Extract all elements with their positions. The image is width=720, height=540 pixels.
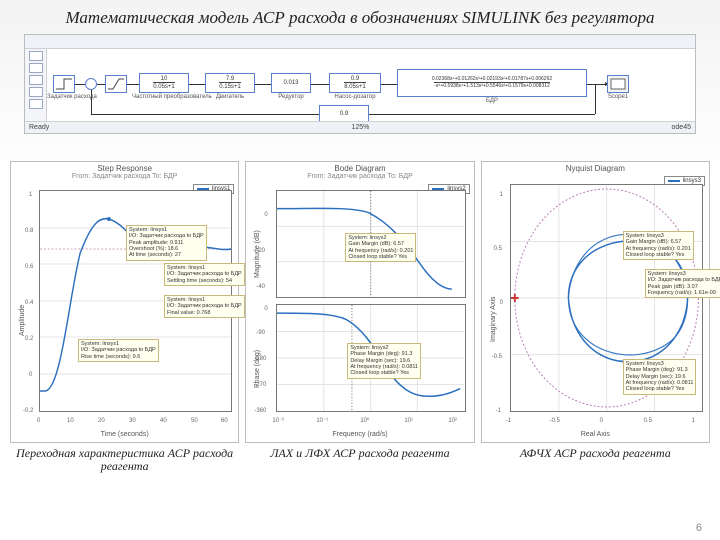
plot-title: Bode Diagram [246,162,473,173]
simulink-palette [25,49,47,121]
tick: 10² [448,418,457,424]
plot-nyquist: Nyquist Diagram linsys3 System: linsys [481,161,710,443]
simulink-status-bar: Ready 125% ode45 [25,121,695,133]
data-tip: System: linsys3 Gain Margin (dB): 6.57 A… [623,231,694,260]
tick: 0.5 [494,246,502,252]
tick: -0.5 [492,354,502,360]
tick: 0 [500,300,503,306]
tick: 10⁻¹ [316,417,328,424]
tick: 10⁰ [360,417,369,424]
tf-block-3: 0.9 8.05s+1 [329,73,381,93]
tick: -1 [506,418,511,424]
tf-block-bdr: 0.02368s⁴+0.01262s³+0.02193s²+0.01787s+0… [397,69,587,97]
data-tip: System: linsys1 I/O: Задатчик расхода to… [78,339,159,362]
caption-step: Переходная характеристика АСР расхода ре… [10,447,239,473]
tick: 40 [160,418,167,424]
caption-nyquist: АФЧХ АСР расхода реагента [481,447,710,473]
block-label: Двигатель [209,94,251,100]
tick: -0.5 [550,418,560,424]
tick: -40 [256,284,265,290]
tf-block-1: 10 0.05s+1 [139,73,189,93]
data-tip: System: linsys2 Phase Margin (deg): 91.3… [347,343,421,379]
plot-step: Step Response From: Задатчик расхода To:… [10,161,239,443]
tick: -20 [256,248,265,254]
tick: 1 [29,192,32,198]
tick: -180 [254,356,266,362]
data-tip: System: linsys3 Phase Margin (deg): 91.3… [623,359,697,395]
caption-bode: ЛАХ и ЛФХ АСР расхода реагента [245,447,474,473]
data-tip: System: linsys1 I/O: Задатчик расхода to… [164,295,245,318]
data-tip: System: linsys1 I/O: Задатчик расхода to… [126,225,207,261]
simulink-window: Задатчик расхода 10 0.05s+1 Частотный пр… [24,34,696,134]
block-label: Редуктор [271,94,311,100]
sum-block [85,78,97,90]
scope-block [607,75,629,93]
block-label: Scope1 [603,94,633,100]
block-label: Задатчик расхода [47,94,81,100]
tf-den: 0.15s+1 [219,82,241,90]
tick: -270 [254,382,266,388]
block-label: БДР [477,98,507,104]
y-axis-label: Imaginary Axis [490,296,497,342]
page-title: Математическая модель АСР расхода в обоз… [0,0,720,30]
plot-title: Step Response [11,162,238,173]
gain-val: 0.013 [283,80,298,86]
y-axis-label: Amplitude [19,305,26,336]
y-axis-label: Magnitude (dB) [254,230,261,278]
page-number: 6 [696,522,702,534]
tick: 60 [221,418,228,424]
tick: 1 [692,418,695,424]
tick: 0.6 [25,264,33,270]
gain-block: 0.013 [271,73,311,93]
tick: -360 [254,408,266,414]
status-ready: Ready [29,124,49,131]
tick: 0.2 [25,336,33,342]
tick: -0.2 [23,408,33,414]
tick: 1 [500,192,503,198]
x-axis-label: Real Axis [482,431,709,438]
tick: 20 [98,418,105,424]
data-tip: System: linsys2 Gain Margin (dB): 6.57 A… [345,233,416,262]
tick: 50 [191,418,198,424]
tick: 0 [600,418,603,424]
simulink-canvas: Задатчик расхода 10 0.05s+1 Частотный пр… [47,49,695,121]
sat-block [105,75,127,93]
tick: 0 [29,372,32,378]
tick: -90 [256,330,265,336]
tick: 0.5 [644,418,652,424]
step-block [53,75,75,93]
tick: 10 [67,418,74,424]
gain-val: 0.9 [340,111,348,117]
data-tip: System: linsys3 I/O: Задатчик расхода to… [645,269,720,298]
tf-block-2: 7.9 0.15s+1 [205,73,255,93]
x-axis-label: Frequency (rad/s) [246,431,473,438]
tick: 0 [264,212,267,218]
status-solver: ode45 [672,124,691,131]
tf-den: 0.05s+1 [153,82,175,90]
block-label: Частотный преобразователь [132,94,198,100]
x-axis-label: Time (seconds) [11,431,238,438]
tick: 0.4 [25,300,33,306]
tf-den: -s⁵+0.5938s⁴+1.513s³+0.5546s²+0.1579s+0.… [434,82,550,89]
block-label: Насос-дозатор [327,94,383,100]
plot-bode: Bode Diagram From: Задатчик расхода To: … [245,161,474,443]
simulink-toolbar [25,35,695,49]
plot-title: Nyquist Diagram [482,162,709,173]
tick: 30 [129,418,136,424]
tick: 0 [37,418,40,424]
status-zoom: 125% [351,124,369,131]
tick: 10¹ [404,418,413,424]
plot-subtitle: From: Задатчик расхода To: БДР [246,173,473,180]
tick: 10⁻² [272,417,284,424]
tick: -1 [496,408,501,414]
plot-subtitle: From: Задатчик расхода To: БДР [11,173,238,180]
tick: 0.8 [25,228,33,234]
tick: 0 [264,306,267,312]
data-tip: System: linsys1 I/O: Задатчик расхода to… [164,263,245,286]
tf-den: 8.05s+1 [344,82,366,90]
